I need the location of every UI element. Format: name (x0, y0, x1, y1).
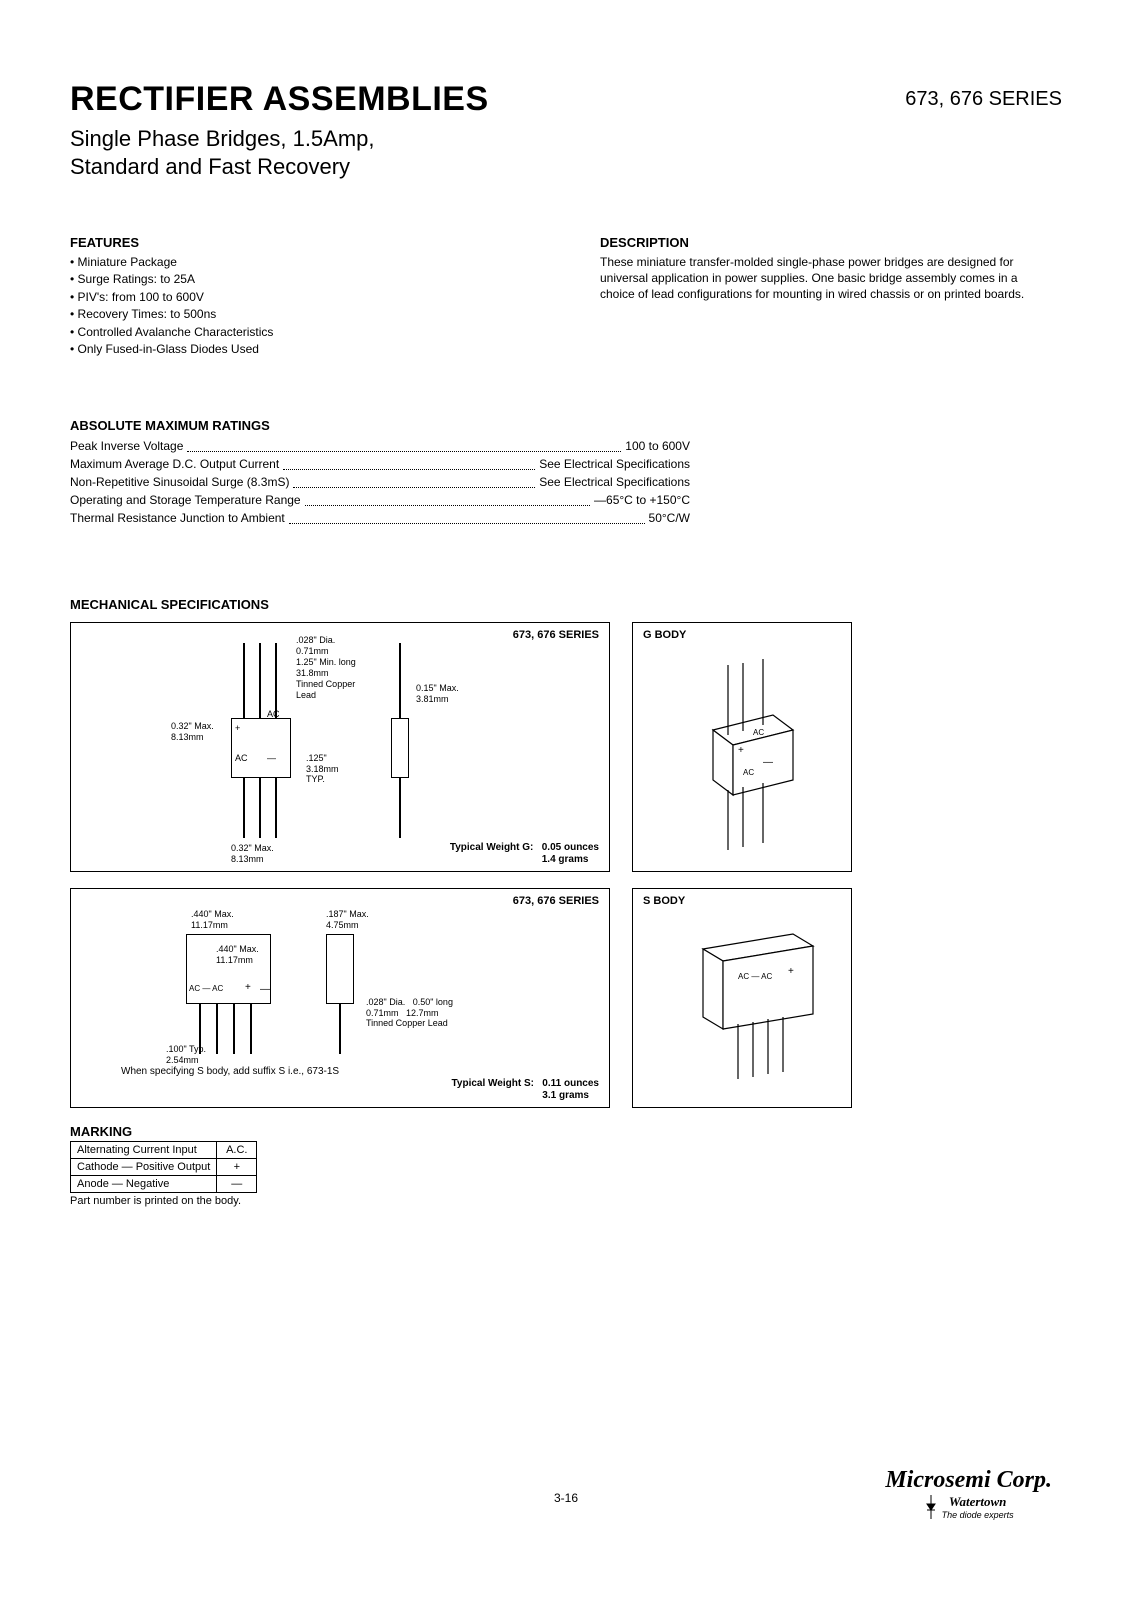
rating-value: See Electrical Specifications (539, 473, 690, 491)
logo-main: Microsemi Corp. (885, 1467, 1052, 1494)
subtitle-line2: Standard and Fast Recovery (70, 154, 350, 179)
weight-s-value: 0.11 ounces 3.1 grams (542, 1078, 599, 1101)
feature-item: PIV's: from 100 to 600V (70, 289, 490, 306)
svg-text:—: — (763, 757, 773, 768)
ratings-heading: ABSOLUTE MAXIMUM RATINGS (70, 418, 1062, 433)
dim-s-plus: + (245, 982, 251, 994)
marking-block: MARKING Alternating Current Input A.C. C… (70, 1124, 1062, 1207)
weight-g: Typical Weight G: 0.05 ounces 1.4 grams (450, 842, 599, 865)
logo-sub: Watertown (942, 1494, 1014, 1510)
rating-label: Thermal Resistance Junction to Ambient (70, 509, 285, 527)
svg-text:+: + (788, 966, 794, 977)
g-body-icon: AC + — AC (643, 635, 843, 865)
rating-row: Operating and Storage Temperature Range … (70, 491, 690, 509)
weight-g-label: Typical Weight G: (450, 842, 534, 853)
dim-pitch: .125" 3.18mm TYP. (306, 753, 339, 784)
description-heading: DESCRIPTION (600, 235, 1030, 250)
dim-s-h1: .440" Max. 11.17mm (216, 944, 259, 965)
table-row: Cathode — Positive Output + (71, 1159, 257, 1176)
page-number: 3-16 (554, 1491, 578, 1505)
rating-dots (289, 509, 645, 524)
features-heading: FEATURES (70, 235, 490, 250)
marking-table: Alternating Current Input A.C. Cathode —… (70, 1141, 257, 1193)
diode-icon (924, 1495, 938, 1519)
marking-symbol: + (217, 1159, 257, 1176)
rating-dots (283, 455, 535, 470)
rating-value: —65°C to +150°C (594, 491, 690, 509)
dim-s-pitch: .100" Typ. 2.54mm (166, 1044, 206, 1065)
description-text: These miniature transfer-molded single-p… (600, 254, 1030, 303)
marking-label: Anode — Negative (71, 1176, 217, 1193)
rating-label: Maximum Average D.C. Output Current (70, 455, 279, 473)
mechanical-heading: MECHANICAL SPECIFICATIONS (70, 597, 1062, 612)
mech-iso-g: G BODY AC + — AC (632, 622, 852, 872)
feature-item: Miniature Package (70, 254, 490, 271)
marking-symbol: A.C. (217, 1142, 257, 1159)
svg-text:AC: AC (753, 728, 764, 737)
mech-iso-s: S BODY AC — AC + (632, 888, 852, 1108)
logo: Microsemi Corp. Watertown The diode expe… (885, 1467, 1052, 1520)
s-body-note: When specifying S body, add suffix S i.e… (121, 1066, 339, 1077)
diagram-series-label-2: 673, 676 SERIES (513, 895, 599, 907)
dim-height1: 0.32" Max. 8.13mm (171, 721, 214, 742)
dim-s-lead: .028" Dia. 0.50" long 0.71mm 12.7mm Tinn… (366, 997, 453, 1028)
logo-tagline: The diode experts (942, 1510, 1014, 1520)
dim-s-w2: .187" Max. 4.75mm (326, 909, 369, 930)
rating-row: Maximum Average D.C. Output Current See … (70, 455, 690, 473)
subtitle: Single Phase Bridges, 1.5Amp, Standard a… (70, 125, 1062, 180)
mech-diagram-g: 673, 676 SERIES .028" Dia. 0.71mm 1.25" … (70, 622, 610, 872)
marking-note: Part number is printed on the body. (70, 1195, 1062, 1207)
mech-diagram-s: 673, 676 SERIES .440" Max. 11.17mm .187"… (70, 888, 610, 1108)
rating-dots (305, 491, 590, 506)
dim-width: 0.15" Max. 3.81mm (416, 683, 459, 704)
dim-ac2: AC (235, 753, 248, 763)
dim-lead-dia: .028" Dia. 0.71mm (296, 635, 335, 656)
marking-heading: MARKING (70, 1124, 1062, 1139)
weight-s: Typical Weight S: 0.11 ounces 3.1 grams (452, 1078, 599, 1101)
rating-label: Operating and Storage Temperature Range (70, 491, 301, 509)
series-label: 673, 676 SERIES (905, 88, 1062, 111)
dim-s-w1: .440" Max. 11.17mm (191, 909, 234, 930)
dim-s-minus: — (260, 984, 270, 996)
subtitle-line1: Single Phase Bridges, 1.5Amp, (70, 126, 375, 151)
rating-value: See Electrical Specifications (539, 455, 690, 473)
svg-text:+: + (738, 745, 744, 756)
s-body-icon: AC — AC + (643, 904, 843, 1104)
dim-plus: + (235, 723, 240, 733)
diagram-series-label: 673, 676 SERIES (513, 629, 599, 641)
table-row: Anode — Negative — (71, 1176, 257, 1193)
page-title: RECTIFIER ASSEMBLIES (70, 80, 489, 119)
ratings-block: ABSOLUTE MAXIMUM RATINGS Peak Inverse Vo… (70, 418, 1062, 527)
features-list: Miniature Package Surge Ratings: to 25A … (70, 254, 490, 358)
marking-label: Cathode — Positive Output (71, 1159, 217, 1176)
rating-dots (187, 437, 621, 452)
rating-value: 50°C/W (649, 509, 690, 527)
feature-item: Recovery Times: to 500ns (70, 306, 490, 323)
table-row: Alternating Current Input A.C. (71, 1142, 257, 1159)
feature-item: Surge Ratings: to 25A (70, 271, 490, 288)
dim-lead-len: 1.25" Min. long 31.8mm (296, 657, 356, 678)
dim-minus: — (267, 753, 276, 763)
rating-value: 100 to 600V (625, 437, 690, 455)
marking-symbol: — (217, 1176, 257, 1193)
rating-row: Non-Repetitive Sinusoidal Surge (8.3mS) … (70, 473, 690, 491)
rating-label: Peak Inverse Voltage (70, 437, 183, 455)
dim-height2: 0.32" Max. 8.13mm (231, 843, 274, 864)
marking-label: Alternating Current Input (71, 1142, 217, 1159)
rating-row: Thermal Resistance Junction to Ambient 5… (70, 509, 690, 527)
rating-row: Peak Inverse Voltage 100 to 600V (70, 437, 690, 455)
dim-ac: AC (267, 709, 280, 719)
rating-dots (293, 473, 535, 488)
feature-item: Controlled Avalanche Characteristics (70, 324, 490, 341)
svg-text:AC — AC: AC — AC (738, 972, 772, 981)
rating-label: Non-Repetitive Sinusoidal Surge (8.3mS) (70, 473, 289, 491)
svg-text:AC: AC (743, 768, 754, 777)
dim-s-ac: AC — AC (189, 984, 223, 993)
weight-s-label: Typical Weight S: (452, 1078, 534, 1089)
weight-g-value: 0.05 ounces 1.4 grams (542, 842, 599, 865)
feature-item: Only Fused-in-Glass Diodes Used (70, 341, 490, 358)
dim-lead-mat: Tinned Copper Lead (296, 679, 355, 700)
